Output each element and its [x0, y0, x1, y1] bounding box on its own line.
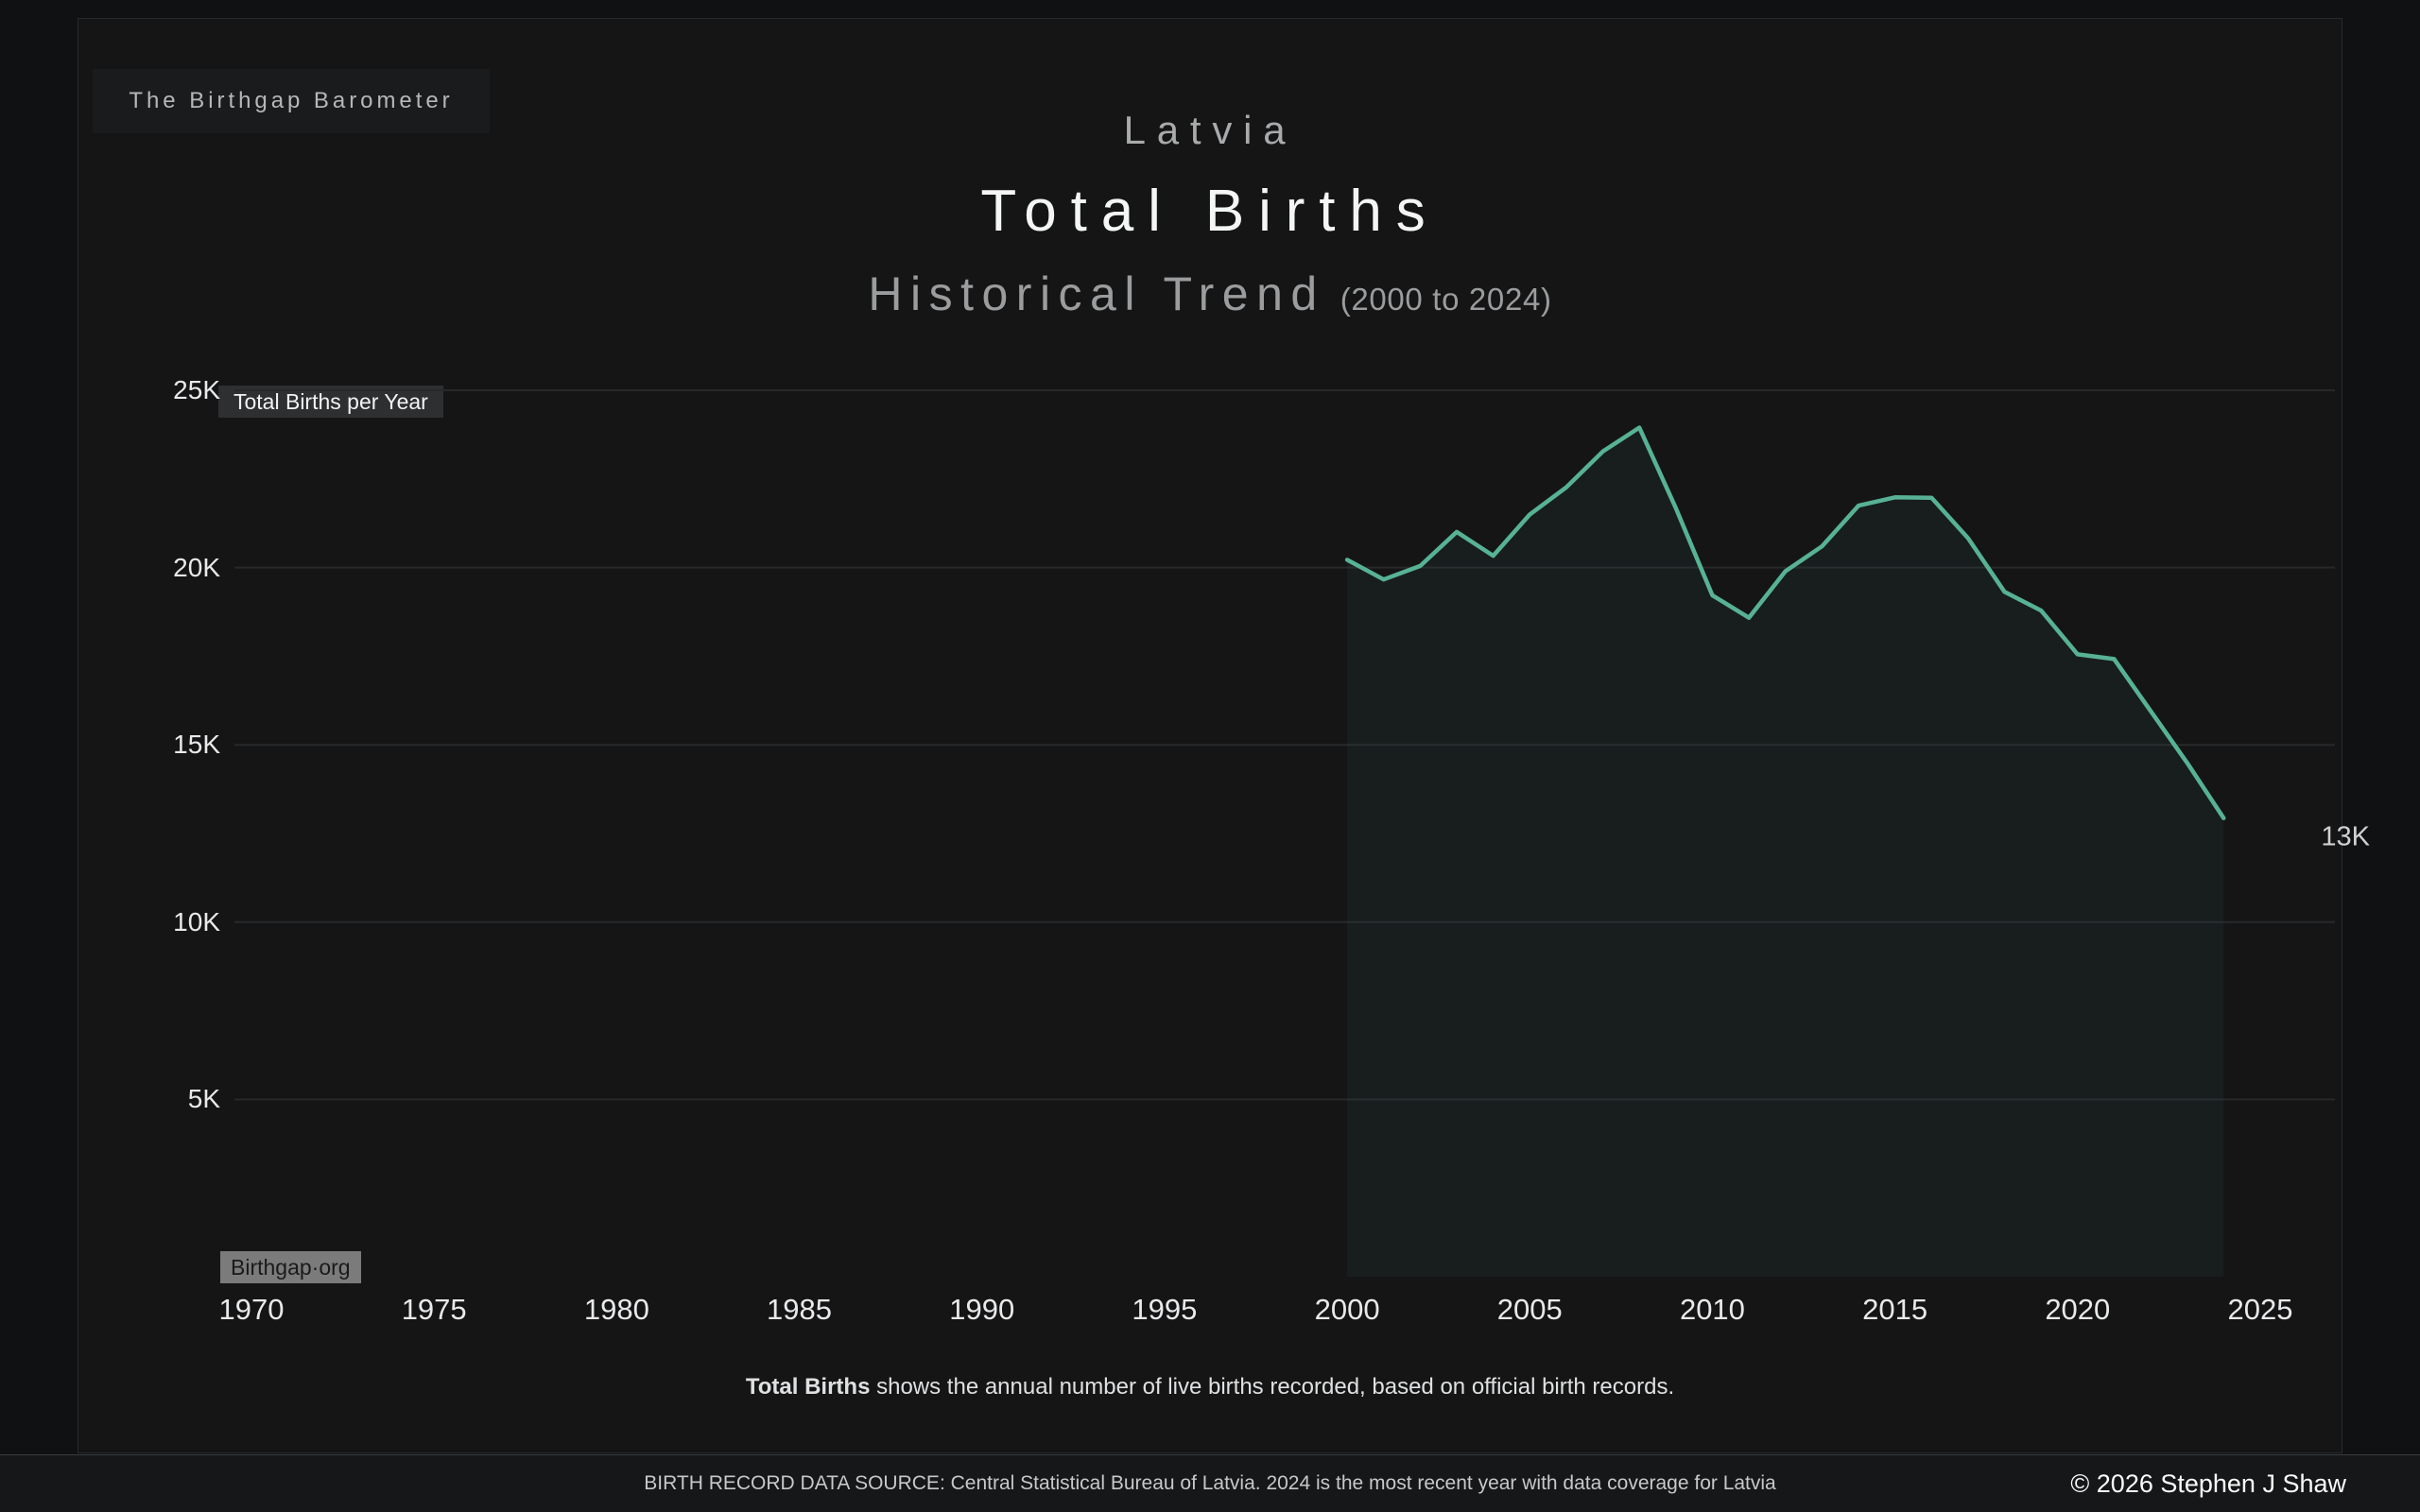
x-tick-label-1980: 1980 — [583, 1293, 649, 1326]
y-tick-label-5K: 5K — [187, 1084, 220, 1114]
footnote-text: shows the annual number of live births r… — [870, 1374, 1675, 1400]
chart-card: The Birthgap Barometer Latvia Total Birt… — [78, 18, 2370, 1453]
y-tick-label-15K: 15K — [173, 730, 220, 760]
y-tick-label-20K: 20K — [173, 552, 220, 582]
chart-footnote: Total Births shows the annual number of … — [78, 1374, 2342, 1400]
subtitle-text: Historical Trend — [868, 267, 1325, 320]
footnote-term: Total Births — [745, 1374, 871, 1400]
x-tick-label-2015: 2015 — [1862, 1293, 1928, 1326]
series-legend-badge: Total Births per Year — [218, 386, 443, 418]
line-end-value-label: 13K — [2321, 821, 2370, 852]
x-tick-label-1975: 1975 — [401, 1293, 467, 1326]
x-tick-label-1995: 1995 — [1132, 1293, 1198, 1326]
x-tick-label-2010: 2010 — [1679, 1293, 1745, 1326]
x-tick-label-1970: 1970 — [218, 1293, 285, 1326]
x-tick-label-2005: 2005 — [1496, 1293, 1563, 1326]
watermark-badge: Birthgap·org — [220, 1251, 361, 1283]
x-tick-label-2000: 2000 — [1314, 1293, 1380, 1326]
data-source-note: BIRTH RECORD DATA SOURCE: Central Statis… — [644, 1472, 1776, 1494]
y-tick-label-25K: 25K — [173, 375, 220, 404]
subtitle: Historical Trend (2000 to 2024) — [78, 266, 2342, 321]
y-tick-label-10K: 10K — [173, 906, 220, 936]
x-tick-label-1985: 1985 — [767, 1293, 833, 1326]
copyright-notice: © 2026 Stephen J Shaw — [2070, 1469, 2346, 1498]
x-tick-label-2025: 2025 — [2227, 1293, 2293, 1326]
brand-badge: The Birthgap Barometer — [93, 69, 490, 133]
x-tick-label-2020: 2020 — [2045, 1293, 2111, 1326]
x-tick-label-1990: 1990 — [949, 1293, 1015, 1326]
subtitle-range: (2000 to 2024) — [1340, 282, 1552, 317]
footer-bar: BIRTH RECORD DATA SOURCE: Central Statis… — [0, 1454, 2420, 1512]
page-title: Total Births — [980, 179, 1440, 244]
country-title: Latvia — [1123, 108, 1297, 152]
